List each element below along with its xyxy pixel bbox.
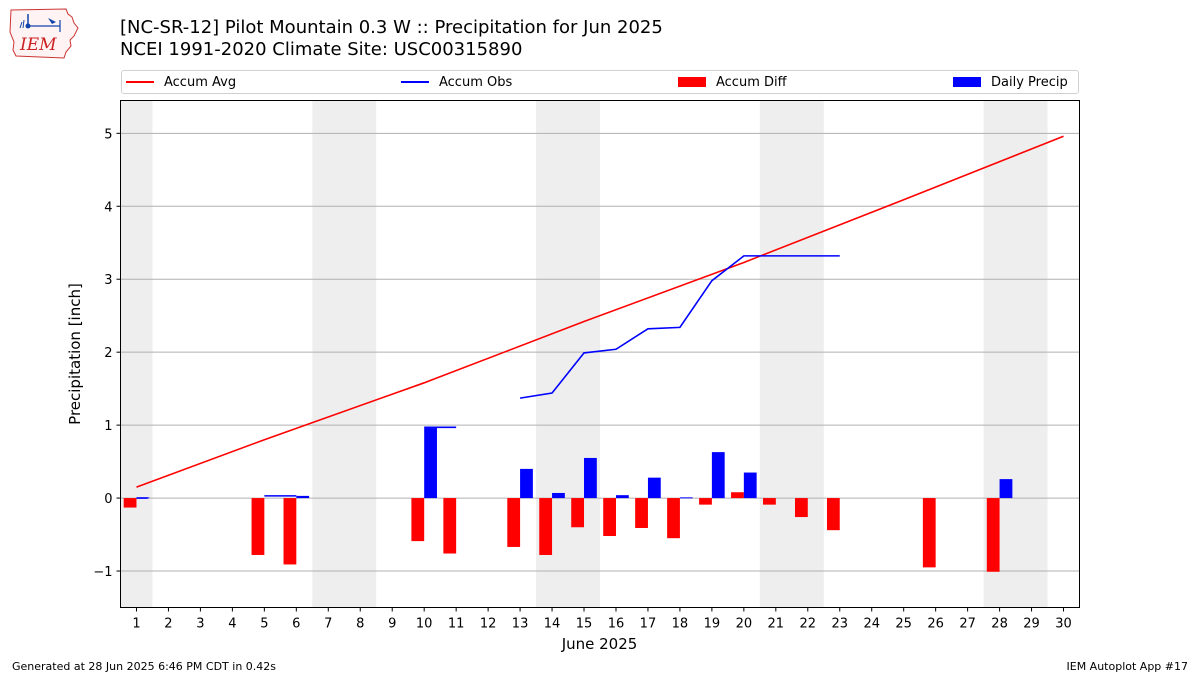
chart-title: [NC-SR-12] Pilot Mountain 0.3 W :: Preci… xyxy=(120,17,663,38)
accum-avg-line xyxy=(136,135,1064,488)
weekend-shade-0 xyxy=(120,100,153,608)
x-tick-label: 19 xyxy=(704,617,721,632)
daily-precip-bar xyxy=(679,497,693,499)
app-credit: IEM Autoplot App #17 xyxy=(1066,660,1189,673)
x-tick-label: 18 xyxy=(672,617,689,632)
x-tick-label: 20 xyxy=(736,617,753,632)
x-tick-label: 16 xyxy=(608,617,625,632)
legend-label-accum-diff: Accum Diff xyxy=(716,74,787,90)
plot-frame xyxy=(120,100,1080,608)
daily-precip-bar xyxy=(647,477,661,499)
accum-diff-bar xyxy=(826,498,840,531)
chart-subtitle: NCEI 1991-2020 Climate Site: USC00315890 xyxy=(120,39,523,60)
y-tick-label: 0 xyxy=(104,492,112,507)
x-tick-label: 22 xyxy=(800,617,817,632)
x-tick-label: 5 xyxy=(260,617,268,632)
accum-diff-bar xyxy=(251,498,265,555)
x-tick-label: 29 xyxy=(1023,617,1040,632)
accum-diff-bar xyxy=(507,498,521,547)
logo-text: IEM xyxy=(19,35,57,55)
x-tick-label: 13 xyxy=(512,617,529,632)
legend-swatch-daily-precip xyxy=(953,77,981,87)
accum-diff-bar xyxy=(411,498,425,542)
y-tick-label: 3 xyxy=(104,273,112,288)
y-tick-label: −1 xyxy=(93,565,112,580)
x-tick-label: 1 xyxy=(132,617,140,632)
y-tick-label: 1 xyxy=(104,419,112,434)
weekend-shade-1 xyxy=(312,100,377,608)
legend-label-accum-avg: Accum Avg xyxy=(164,74,237,90)
legend-swatch-accum-avg xyxy=(126,81,154,83)
x-tick-label: 7 xyxy=(324,617,332,632)
x-tick-label: 24 xyxy=(863,617,880,632)
x-tick-label: 9 xyxy=(388,617,396,632)
iowa-outline xyxy=(9,8,79,59)
x-tick-label: 25 xyxy=(895,617,912,632)
daily-precip-bar xyxy=(584,457,597,499)
accum-diff-bar xyxy=(123,498,137,508)
x-tick-label: 23 xyxy=(831,617,848,632)
x-tick-label: 26 xyxy=(927,617,944,632)
x-tick-label: 6 xyxy=(292,617,300,632)
generated-timestamp: Generated at 28 Jun 2025 6:46 PM CDT in … xyxy=(12,660,277,673)
y-axis-label: Precipitation [inch] xyxy=(66,283,84,425)
accum-diff-bar xyxy=(763,498,776,505)
x-tick-label: 21 xyxy=(768,617,785,632)
daily-precip-bar xyxy=(743,472,757,499)
accum-diff-bar xyxy=(794,498,808,518)
x-tick-label: 3 xyxy=(196,617,204,632)
accum-obs-line xyxy=(519,255,840,399)
y-tick-label: 5 xyxy=(104,127,112,142)
x-axis-label: June 2025 xyxy=(561,635,638,653)
accum-diff-bar xyxy=(667,498,680,539)
x-tick-label: 30 xyxy=(1055,617,1072,632)
y-tick-label: 2 xyxy=(104,346,112,361)
accum-diff-bar xyxy=(635,498,648,528)
iem-logo: IEM xyxy=(9,8,79,59)
daily-precip-bar xyxy=(615,495,629,499)
legend-swatch-accum-diff xyxy=(678,77,706,87)
x-tick-label: 2 xyxy=(164,617,172,632)
x-tick-label: 15 xyxy=(576,617,593,632)
x-tick-label: 27 xyxy=(959,617,976,632)
daily-precip-bar xyxy=(711,452,725,499)
legend-item-accum-avg: Accum Avg xyxy=(126,71,236,93)
y-tick-label: 4 xyxy=(104,200,112,215)
daily-precip-bar xyxy=(424,428,437,499)
x-tick-label: 8 xyxy=(356,617,364,632)
x-tick-label: 17 xyxy=(640,617,657,632)
chart-legend: Accum Avg Accum Obs Accum Diff Daily Pre… xyxy=(121,70,1079,94)
accum-diff-bar xyxy=(922,498,936,568)
accum-diff-bar xyxy=(603,498,616,537)
x-tick-label: 11 xyxy=(448,617,465,632)
daily-precip-bar xyxy=(520,468,533,499)
x-tick-label: 12 xyxy=(480,617,497,632)
x-tick-label: 10 xyxy=(416,617,433,632)
x-tick-label: 14 xyxy=(544,617,561,632)
legend-label-daily-precip: Daily Precip xyxy=(991,74,1068,90)
legend-swatch-accum-obs xyxy=(401,81,429,83)
legend-item-accum-diff: Accum Diff xyxy=(678,71,787,93)
daily-precip-bar xyxy=(552,492,565,499)
accum-diff-bar xyxy=(731,492,744,499)
x-tick-label: 28 xyxy=(991,617,1008,632)
accum-diff-bar xyxy=(443,498,457,554)
daily-precip-bar xyxy=(296,495,310,499)
weekend-shade-3 xyxy=(759,100,824,608)
accum-diff-bar xyxy=(571,498,585,528)
legend-item-accum-obs: Accum Obs xyxy=(401,71,512,93)
legend-item-daily-precip: Daily Precip xyxy=(953,71,1068,93)
daily-precip-bar xyxy=(999,479,1013,499)
accum-diff-bar xyxy=(986,498,1000,572)
accum-diff-bar xyxy=(283,498,297,565)
legend-label-accum-obs: Accum Obs xyxy=(439,74,513,90)
accum-diff-bar xyxy=(539,498,553,555)
accum-diff-bar xyxy=(699,498,712,505)
x-tick-label: 4 xyxy=(228,617,236,632)
